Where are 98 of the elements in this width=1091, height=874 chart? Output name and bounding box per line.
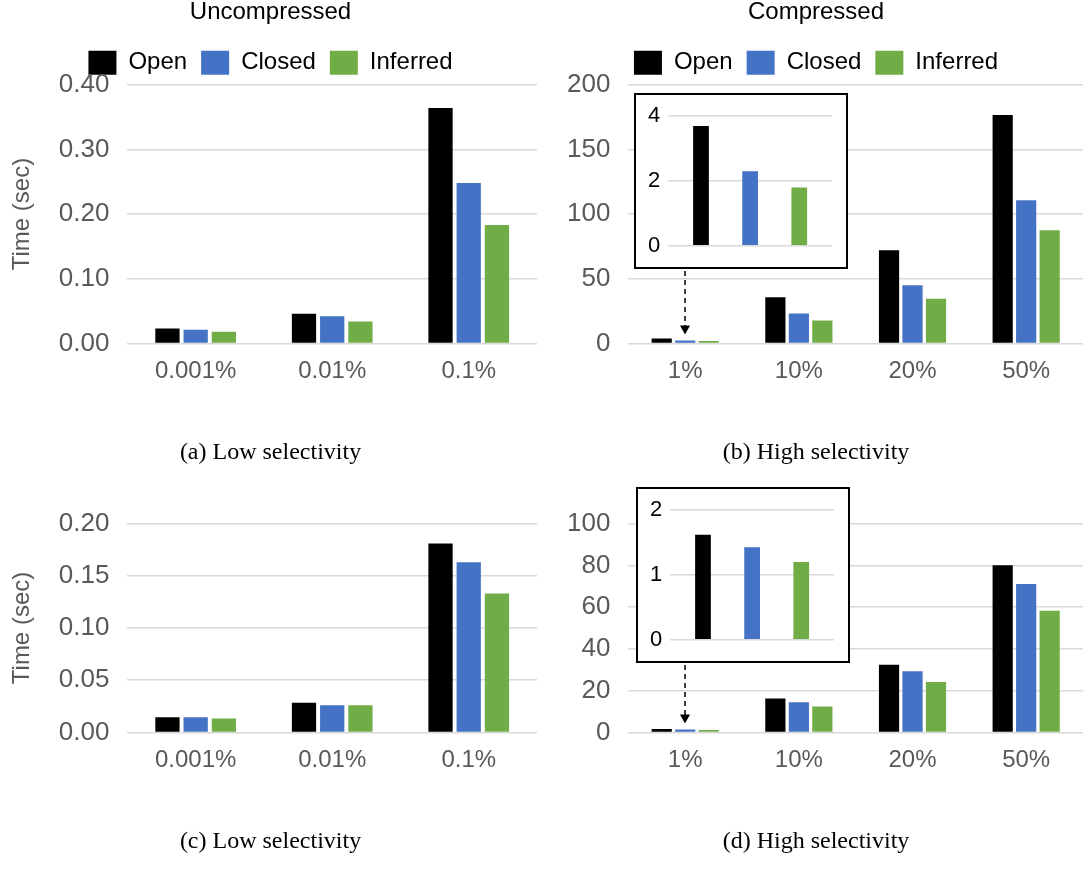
bar (742, 171, 758, 246)
bar (320, 705, 345, 732)
bar (812, 320, 833, 343)
y-tick-label: 0.10 (58, 611, 110, 642)
y-tick-label: 2 (647, 167, 661, 193)
y-tick-label: 150 (566, 132, 611, 163)
y-tick-label: 0.05 (58, 663, 110, 694)
y-tick-label: 0 (649, 625, 663, 651)
bar (484, 593, 510, 732)
bar (765, 297, 786, 343)
y-tick-label: 0.00 (58, 326, 110, 357)
bar (765, 698, 786, 732)
legend-label: Closed (241, 47, 316, 75)
bar (155, 717, 180, 732)
bar (693, 125, 709, 246)
y-tick-label: 0.10 (58, 261, 110, 292)
x-tick-label: 0.001% (154, 356, 237, 384)
legend-label: Inferred (369, 47, 453, 75)
legend-label: Open (128, 47, 188, 75)
legend-title: Uncompressed (189, 0, 352, 24)
bar (1039, 230, 1060, 343)
y-tick-label: 0 (595, 326, 611, 357)
x-tick-label: 20% (888, 745, 937, 773)
bar (651, 338, 672, 343)
x-tick-label: 0.01% (298, 356, 367, 384)
bar (428, 108, 453, 343)
bar (788, 702, 809, 732)
bar (183, 329, 208, 343)
y-tick-label: 100 (566, 506, 611, 537)
y-tick-label: 40 (581, 632, 611, 663)
bar (1016, 583, 1037, 732)
bar (788, 313, 809, 343)
bar (1016, 200, 1037, 343)
x-tick-label: 0.1% (441, 356, 497, 384)
y-tick-label: 200 (566, 67, 611, 98)
bar (878, 664, 900, 732)
x-tick-label: 0.01% (298, 745, 367, 773)
bar (348, 705, 373, 732)
y-tick-label: 50 (581, 261, 611, 292)
bar (651, 729, 672, 732)
bar (456, 562, 481, 732)
bar (925, 298, 947, 343)
x-tick-label: 1% (667, 745, 703, 773)
text: (d) High selectivity (722, 826, 910, 853)
legend-label: Open (673, 47, 733, 75)
y-tick-label: 0.20 (58, 506, 110, 537)
bar (675, 340, 696, 343)
x-tick-label: 50% (1002, 745, 1051, 773)
bar (791, 187, 808, 246)
bar (211, 331, 237, 343)
bar (155, 328, 180, 343)
legend-label: Closed (786, 47, 862, 75)
bar (902, 671, 923, 732)
y-tick-label: 0 (595, 715, 611, 746)
bar (348, 321, 373, 343)
x-tick-label: 1% (667, 356, 703, 384)
y-tick-label: 100 (566, 197, 611, 228)
y-tick-label: 4 (647, 102, 661, 128)
bar (992, 115, 1013, 343)
bar (925, 682, 947, 732)
x-tick-label: 20% (888, 356, 937, 384)
y-axis-title: Time (sec) (7, 571, 35, 685)
text: (b) High selectivity (722, 437, 910, 464)
bar (428, 543, 453, 732)
y-tick-label: 80 (581, 548, 611, 579)
bar (992, 565, 1013, 732)
bar (878, 250, 900, 343)
y-tick-label: 0.20 (58, 197, 110, 228)
x-tick-label: 50% (1002, 356, 1051, 384)
y-tick-label: 0 (647, 231, 661, 257)
y-tick-label: 0.15 (58, 558, 110, 589)
legend-title: Compressed (747, 0, 885, 24)
y-axis-title: Time (sec) (7, 157, 35, 271)
y-tick-label: 0.30 (58, 132, 110, 163)
bar (291, 313, 317, 343)
text: (c) Low selectivity (179, 826, 362, 853)
y-tick-label: 1 (649, 561, 663, 587)
bar (1039, 610, 1060, 732)
bar (211, 718, 237, 732)
y-tick-label: 0.00 (58, 715, 110, 746)
bar (484, 225, 510, 343)
legend-label: Inferred (915, 47, 999, 75)
y-tick-label: 60 (581, 590, 611, 621)
bar (675, 729, 696, 732)
x-tick-label: 0.1% (441, 745, 497, 773)
x-tick-label: 10% (774, 745, 823, 773)
x-tick-label: 0.001% (154, 745, 237, 773)
y-tick-label: 0.40 (58, 67, 110, 98)
bar (183, 717, 208, 732)
bar (456, 183, 481, 343)
text: (a) Low selectivity (179, 437, 362, 464)
bar (320, 316, 345, 343)
y-tick-label: 2 (649, 496, 663, 522)
bar (812, 706, 833, 732)
y-tick-label: 20 (581, 673, 611, 704)
bar (291, 702, 317, 732)
bar (902, 285, 923, 343)
x-tick-label: 10% (774, 356, 823, 384)
